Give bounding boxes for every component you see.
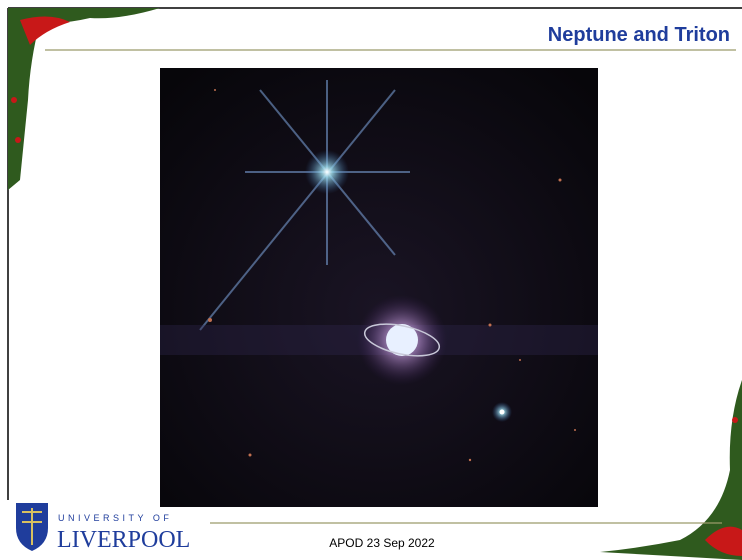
university-logo: UNIVERSITY OF LIVERPOOL [16, 503, 190, 553]
holly-bottom-right [600, 380, 742, 560]
logo-line1: UNIVERSITY OF [58, 513, 172, 523]
footer-text: APOD 23 Sep 2022 [329, 536, 435, 550]
logo-line2: LIVERPOOL [57, 527, 190, 553]
slide-title: Neptune and Triton [548, 24, 730, 46]
holly-top-left [8, 8, 160, 190]
space-image [160, 68, 598, 507]
